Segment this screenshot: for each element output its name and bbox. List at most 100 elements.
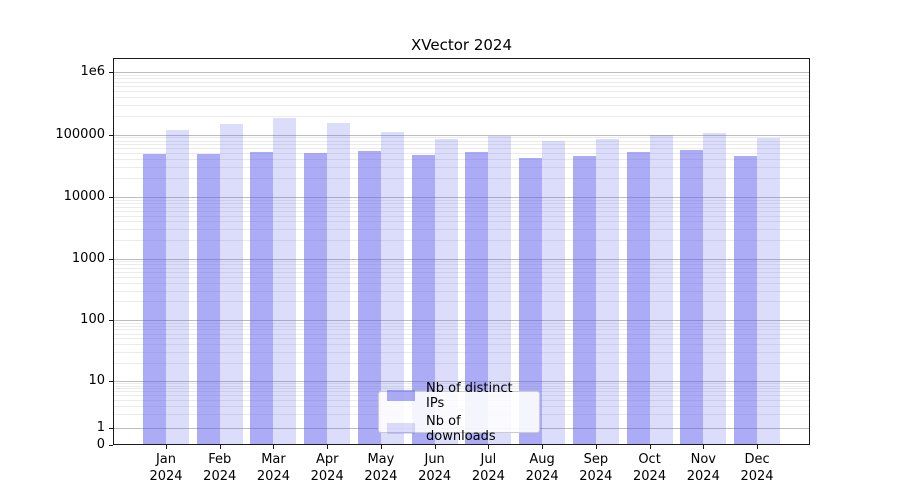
gridline-minor [114,351,809,353]
x-tick-label: Jun 2024 [418,452,452,484]
gridline-minor [114,290,809,292]
bar [250,152,274,444]
bar [519,158,543,444]
gridline-minor [114,272,809,274]
bar [734,155,758,444]
x-tick-mark [166,445,167,449]
x-tick-mark [219,445,221,449]
gridline-minor [114,261,809,263]
x-tick-mark [273,445,275,449]
gridline-minor [114,153,809,155]
y-tick-mark [109,258,113,260]
gridline-major [114,197,809,198]
gridline-minor [114,178,809,180]
x-tick-mark [327,445,329,449]
x-tick-mark [542,445,544,449]
y-tick-label: 0 [96,436,105,452]
gridline-minor [114,104,809,106]
gridline-minor [114,229,809,231]
chart-title: XVector 2024 [410,36,512,54]
bar [595,139,619,444]
gridline-minor [114,221,809,223]
legend-entry: Nb of distinct IPs [387,381,531,411]
gridline-minor [114,264,809,266]
gridline-minor [114,333,809,335]
bar [465,152,489,444]
x-tick-mark [380,445,382,449]
gridline-major [114,320,809,321]
y-tick-label: 10 [88,373,105,388]
gridline-major [114,258,809,260]
gridline-minor [114,301,809,303]
y-tick-label: 10000 [63,189,105,204]
bar [542,140,566,444]
x-tick-mark [703,445,705,449]
gridline-minor [114,78,809,80]
bar [434,138,458,444]
legend-label: Nb of downloads [426,413,496,444]
gridline-minor [114,206,809,208]
legend-label: Nb of distinct IPs [426,380,513,411]
gridline-minor [114,277,809,278]
bar [304,152,328,444]
gridline-minor [114,199,809,201]
y-tick-label: 100 [80,312,105,327]
gridline-minor [114,85,809,87]
gridline-minor [114,282,809,284]
x-tick-label: Feb 2024 [203,452,237,484]
gridline-minor [114,96,809,98]
y-tick-mark [109,381,113,382]
x-tick-label: Jul 2024 [471,452,505,484]
bar [327,123,351,444]
x-tick-label: Jan 2024 [149,452,183,484]
gridline-minor [114,148,809,150]
legend: Nb of distinct IPs Nb of downloads [378,381,540,444]
gridline-minor [114,338,809,340]
x-tick-label: May 2024 [364,452,398,484]
gridline-minor [114,137,809,139]
bar [357,150,381,444]
gridline-minor [114,322,809,324]
legend-entry: Nb of downloads [387,414,531,444]
x-tick-label: Oct 2024 [633,452,667,484]
x-tick-mark [649,445,651,449]
gridline-minor [114,385,809,387]
gridline-major [114,381,809,382]
gridline-minor [114,239,809,241]
bar [143,153,166,444]
gridline-major [114,134,809,136]
bar [703,133,727,444]
gridline-minor [114,329,809,331]
gridline-minor [114,268,809,270]
gridline-minor [114,144,809,146]
bar [488,136,512,444]
bar [572,156,596,444]
gridline-minor [114,90,809,92]
x-tick-mark [488,445,490,449]
gridline-minor [114,167,809,169]
gridline-minor [114,325,809,327]
plot-area [113,58,810,445]
gridline-minor [114,140,809,142]
gridline-minor [114,210,809,212]
gridline-minor [114,215,809,217]
y-tick-mark [109,428,113,429]
y-tick-mark [109,134,113,136]
x-tick-label: Sep 2024 [579,452,613,484]
gridline-minor [114,81,809,83]
x-tick-mark [434,445,436,449]
y-tick-label: 100000 [55,126,105,142]
bar [380,131,404,444]
gridline-minor [114,388,809,390]
bar [680,150,704,444]
x-tick-label: Aug 2024 [525,452,559,484]
x-tick-label: Nov 2024 [686,452,720,484]
x-tick-label: Apr 2024 [310,452,344,484]
y-tick-label: 1000 [71,250,105,266]
y-tick-mark [109,444,113,446]
x-tick-label: Mar 2024 [256,452,290,484]
x-tick-mark [595,445,597,449]
bar [649,134,673,444]
y-tick-mark [109,320,113,321]
